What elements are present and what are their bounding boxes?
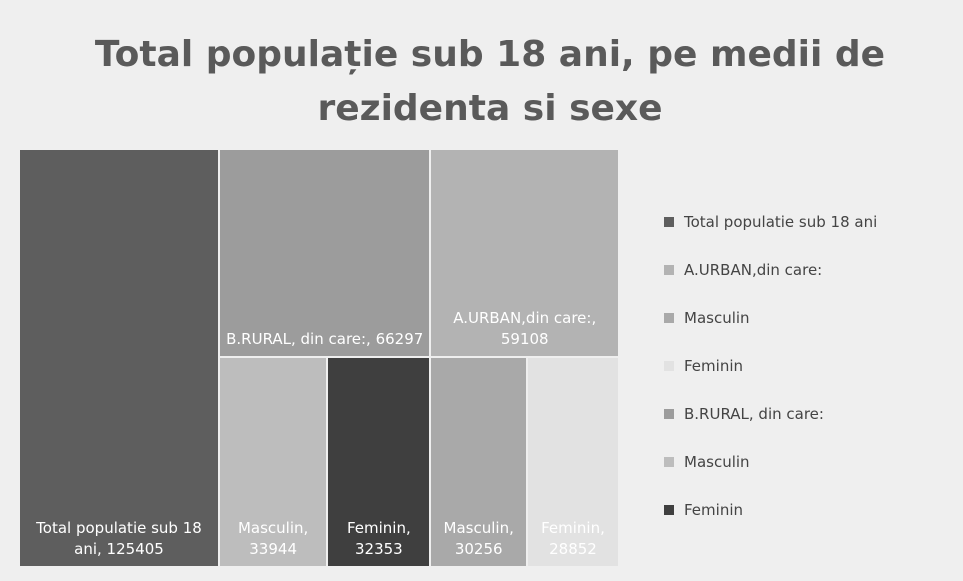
legend-swatch (664, 457, 674, 467)
legend-swatch (664, 409, 674, 419)
chart-title: Total populație sub 18 ani, pe medii de … (94, 34, 886, 129)
cell-label: Feminin, 28852 (541, 519, 605, 558)
legend-swatch (664, 217, 674, 227)
legend-label: B.RURAL, din care: (684, 405, 824, 423)
legend-item: Masculin (664, 453, 750, 471)
legend-item: B.RURAL, din care: (664, 405, 824, 423)
treemap-cell: Total populatie sub 18 ani, 125405 (20, 150, 218, 566)
cell-label: A.URBAN,din care:, 59108 (453, 309, 597, 348)
legend-item: Masculin (664, 309, 750, 327)
legend-label: Masculin (684, 309, 750, 327)
legend-swatch (664, 313, 674, 323)
cell-label: B.RURAL, din care:, 66297 (226, 330, 424, 348)
legend-label: A.URBAN,din care: (684, 261, 823, 279)
treemap-cell: Masculin, 30256 (431, 358, 526, 566)
legend-swatch (664, 361, 674, 371)
legend-swatch (664, 265, 674, 275)
legend-item: A.URBAN,din care: (664, 261, 822, 279)
treemap-cell: B.RURAL, din care:, 66297 (220, 150, 430, 356)
treemap-cell: Feminin, 32353 (328, 358, 430, 566)
cell-label: Total populatie sub 18 ani, 125405 (36, 519, 202, 558)
legend-label: Total populatie sub 18 ani (684, 213, 878, 231)
legend-label: Feminin (684, 357, 743, 375)
cell-label: Masculin, 30256 (443, 519, 514, 558)
legend-item: Feminin (664, 357, 743, 375)
legend-item: Feminin (664, 501, 743, 519)
cell-label: Masculin, 33944 (237, 519, 309, 558)
treemap-cell: A.URBAN,din care:, 59108 (431, 150, 618, 356)
cell-label: Feminin, 32353 (346, 519, 411, 558)
legend-swatch (664, 505, 674, 515)
legend-item: Total populatie sub 18 ani (664, 213, 877, 231)
legend-label: Masculin (684, 453, 750, 471)
treemap-cell: Feminin, 28852 (527, 358, 618, 566)
treemap-cell: Masculin, 33944 (220, 358, 327, 566)
legend-label: Feminin (684, 501, 743, 519)
